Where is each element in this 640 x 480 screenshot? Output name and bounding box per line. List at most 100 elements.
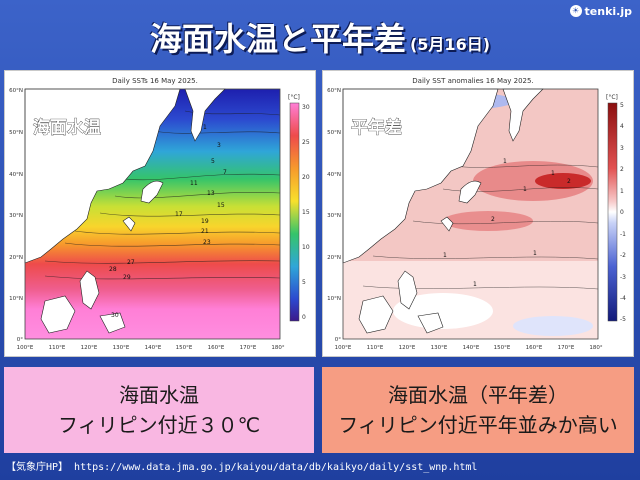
anomaly-contours — [362, 164, 599, 290]
page-title: 海面水温と平年差 (5月16日) — [0, 14, 640, 58]
tenki-logo: ☀ tenki.jp — [569, 4, 632, 18]
svg-text:1: 1 — [551, 170, 555, 177]
svg-text:3: 3 — [620, 145, 624, 152]
svg-text:50°N: 50°N — [327, 130, 341, 136]
svg-text:0: 0 — [620, 209, 624, 216]
anomaly-lat-labels: 60°N 50°N 40°N 30°N 20°N 10°N 0° — [327, 88, 341, 343]
sst-colorbar-ticks: 30 25 20 15 10 5 0 — [302, 104, 310, 321]
svg-text:11: 11 — [190, 180, 198, 187]
sst-unit: [°C] — [288, 94, 300, 101]
source-credit: 【気象庁HP】 https://www.data.jma.go.jp/kaiyo… — [6, 462, 478, 473]
svg-text:25: 25 — [302, 139, 310, 146]
svg-text:120°E: 120°E — [81, 345, 98, 351]
svg-text:27: 27 — [127, 259, 135, 266]
anomaly-landmass — [342, 88, 544, 334]
svg-text:0: 0 — [302, 314, 306, 321]
svg-text:0°: 0° — [17, 337, 23, 343]
sst-chart-title: Daily SSTs 16 May 2025. — [112, 77, 198, 85]
svg-text:0°: 0° — [335, 337, 341, 343]
anomaly-caption-line2: フィリピン付近平年並みか高い — [338, 413, 618, 437]
sst-contours — [44, 110, 281, 280]
svg-text:130°E: 130°E — [113, 345, 130, 351]
svg-text:150°E: 150°E — [494, 345, 511, 351]
anomaly-colorbar — [607, 102, 618, 322]
anomaly-chart-title: Daily SST anomalies 16 May 2025. — [412, 77, 533, 85]
svg-text:2: 2 — [620, 166, 624, 173]
svg-text:4: 4 — [620, 123, 624, 130]
svg-text:120°E: 120°E — [399, 345, 416, 351]
svg-text:5: 5 — [620, 102, 624, 109]
sst-map: Daily SSTs 16 May 2025. 1 — [4, 70, 316, 357]
svg-text:15: 15 — [302, 209, 310, 216]
sst-caption-line1: 海面水温 — [119, 383, 199, 407]
svg-text:140°E: 140°E — [463, 345, 480, 351]
svg-text:29: 29 — [123, 274, 131, 281]
svg-text:110°E: 110°E — [49, 345, 66, 351]
svg-text:15: 15 — [217, 202, 225, 209]
anomaly-colorbar-ticks: 5 4 3 2 1 0 -1 -2 -3 -4 -5 — [620, 102, 626, 323]
logo-text: tenki.jp — [584, 4, 632, 18]
svg-text:-2: -2 — [620, 252, 626, 259]
svg-text:23: 23 — [203, 239, 211, 246]
svg-text:20: 20 — [302, 174, 310, 181]
svg-text:100°E: 100°E — [17, 345, 34, 351]
sst-caption: 海面水温 フィリピン付近３０℃ — [4, 367, 314, 453]
svg-text:2: 2 — [567, 178, 571, 185]
sst-colorbar — [289, 102, 300, 322]
svg-text:40°N: 40°N — [327, 172, 341, 178]
sst-lon-labels: 100°E 110°E 120°E 130°E 140°E 150°E 160°… — [17, 345, 285, 351]
svg-text:180°: 180° — [271, 345, 284, 351]
svg-text:20°N: 20°N — [327, 255, 341, 261]
svg-text:30: 30 — [302, 104, 310, 111]
svg-text:5: 5 — [211, 158, 215, 165]
sst-landmass — [24, 88, 226, 334]
svg-text:1: 1 — [203, 124, 207, 131]
svg-text:1: 1 — [443, 252, 447, 259]
svg-text:-3: -3 — [620, 274, 626, 281]
sst-lat-labels: 60°N 50°N 40°N 30°N 20°N 10°N 0° — [9, 88, 23, 343]
svg-text:1: 1 — [473, 281, 477, 288]
svg-text:5: 5 — [302, 279, 306, 286]
svg-text:-5: -5 — [620, 316, 626, 323]
svg-text:1: 1 — [523, 186, 527, 193]
svg-text:60°N: 60°N — [327, 88, 341, 94]
anomaly-caption-line1: 海面水温（平年差） — [388, 383, 568, 407]
svg-text:30°N: 30°N — [9, 213, 23, 219]
svg-text:170°E: 170°E — [240, 345, 257, 351]
svg-text:160°E: 160°E — [526, 345, 543, 351]
svg-text:50°N: 50°N — [9, 130, 23, 136]
svg-text:30: 30 — [111, 312, 119, 319]
anomaly-caption: 海面水温（平年差） フィリピン付近平年並みか高い — [322, 367, 634, 453]
svg-text:150°E: 150°E — [176, 345, 193, 351]
sst-overlay-label: 海面水温 — [33, 117, 101, 138]
sun-icon: ☀ — [569, 5, 582, 17]
svg-text:13: 13 — [207, 190, 215, 197]
svg-text:140°E: 140°E — [145, 345, 162, 351]
svg-text:20°N: 20°N — [9, 255, 23, 261]
svg-text:170°E: 170°E — [558, 345, 575, 351]
svg-text:40°N: 40°N — [9, 172, 23, 178]
svg-text:110°E: 110°E — [367, 345, 384, 351]
svg-text:30°N: 30°N — [327, 213, 341, 219]
sst-caption-line2: フィリピン付近３０℃ — [57, 413, 261, 437]
anomaly-overlay-label: 平年差 — [351, 117, 402, 138]
svg-text:1: 1 — [620, 188, 624, 195]
sst-contour-labels: 1 3 5 7 11 13 15 17 19 21 23 27 28 29 30 — [109, 124, 227, 319]
svg-text:21: 21 — [201, 228, 209, 235]
svg-text:1: 1 — [533, 250, 537, 257]
svg-text:10°N: 10°N — [9, 296, 23, 302]
title-date: (5月16日) — [409, 35, 491, 54]
anomaly-unit: [°C] — [606, 94, 618, 101]
svg-text:-1: -1 — [620, 231, 626, 238]
svg-text:-4: -4 — [620, 295, 626, 302]
svg-text:130°E: 130°E — [431, 345, 448, 351]
svg-text:180°: 180° — [589, 345, 602, 351]
svg-text:28: 28 — [109, 266, 117, 273]
svg-text:160°E: 160°E — [208, 345, 225, 351]
svg-text:10°N: 10°N — [327, 296, 341, 302]
svg-text:10: 10 — [302, 244, 310, 251]
anomaly-lon-labels: 100°E 110°E 120°E 130°E 140°E 150°E 160°… — [335, 345, 603, 351]
svg-text:19: 19 — [201, 218, 209, 225]
svg-text:3: 3 — [217, 142, 221, 149]
svg-text:17: 17 — [175, 211, 183, 218]
